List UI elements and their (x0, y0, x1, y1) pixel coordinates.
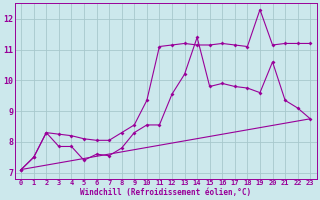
X-axis label: Windchill (Refroidissement éolien,°C): Windchill (Refroidissement éolien,°C) (80, 188, 251, 197)
